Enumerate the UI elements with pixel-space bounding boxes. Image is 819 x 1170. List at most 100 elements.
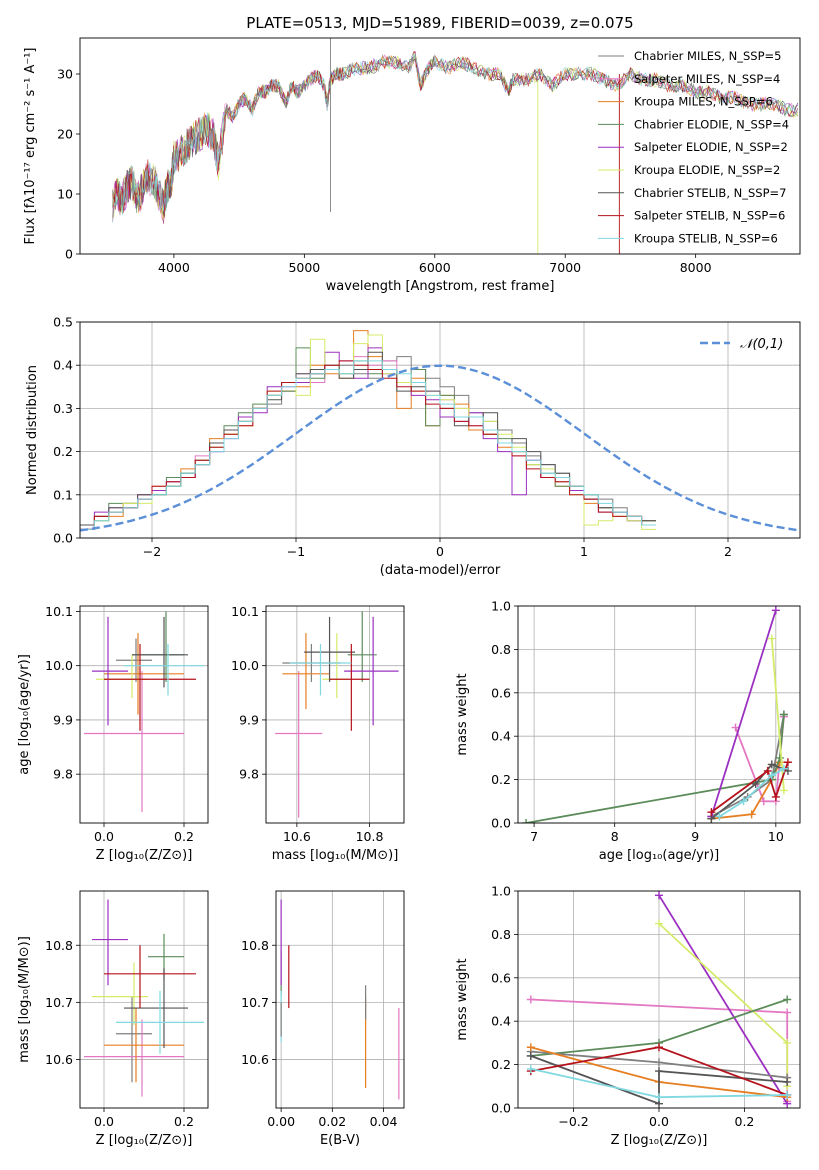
x-axis-label: mass [log₁₀(M/M⊙)] (272, 848, 399, 863)
gaussian-curve (80, 364, 800, 532)
weight-point-marker (767, 771, 776, 780)
axes-frame (79, 321, 801, 539)
y-tick-label: 10.7 (45, 995, 73, 1010)
weight-series-line (710, 761, 789, 813)
weight-point-marker (655, 919, 663, 928)
axes-frame (517, 890, 801, 1109)
plot-area (112, 38, 799, 254)
weight-series-line (710, 610, 777, 817)
plot-area (84, 611, 204, 813)
legend-entry: Salpeter MILES, N_SSP=4 (634, 72, 780, 86)
weight-point-marker (763, 766, 772, 775)
x-tick-label: 7000 (549, 260, 581, 275)
x-axis-label: E(B-V) (320, 1133, 360, 1148)
y-tick-label: 0.6 (491, 970, 511, 985)
weight-point-marker (779, 764, 788, 773)
y-tick-label: 10.6 (241, 1052, 269, 1067)
y-tick-label: 0.4 (491, 729, 511, 744)
x-axis-label: Z [log₁₀(Z/Z⊙)] (96, 848, 193, 863)
weight-point-marker (655, 1043, 663, 1052)
plot-area (80, 330, 800, 538)
y-tick-label: 0.1 (53, 487, 73, 502)
y-tick-label: 0.2 (491, 772, 511, 787)
y-axis-label: age [log₁₀(age/yr)] (17, 654, 32, 775)
plot-area (522, 606, 792, 823)
weight-series-line (658, 922, 789, 1087)
panel-mass-vs-Z: 0.0 0.2 10.6 10.7 10.8 Z [log₁₀(Z/Z⊙)] mass [l… (17, 890, 209, 1148)
x-tick-label: 8 (611, 829, 619, 844)
weight-point-marker (526, 995, 535, 1004)
weight-point-marker (731, 723, 740, 732)
legend-entry: Chabrier ELODIE, N_SSP=4 (634, 117, 789, 131)
y-tick-label: 0.4 (491, 1014, 511, 1029)
weight-point-marker (751, 779, 760, 788)
x-tick-label: 2 (724, 544, 732, 559)
weight-point-marker (783, 1090, 792, 1099)
x-tick-label: 10 (768, 829, 784, 844)
weight-point-marker (759, 797, 768, 806)
y-tick-label: 10.6 (45, 1052, 73, 1067)
x-tick-label: 5000 (288, 260, 320, 275)
legend-entry: Kroupa STELIB, N_SSP=6 (634, 231, 778, 245)
x-tick-label: 0.0 (94, 1114, 114, 1129)
y-tick-label: 0.0 (53, 531, 73, 546)
x-axis-label: (data-model)/error (380, 563, 501, 578)
y-axis-label: mass weight (455, 958, 470, 1040)
weight-series-line (770, 638, 785, 791)
weight-point-marker (707, 808, 716, 817)
x-axis-label: Z [log₁₀(Z/Z⊙)] (96, 1133, 193, 1148)
legend-entry: Salpeter STELIB, N_SSP=6 (634, 209, 785, 223)
weight-point-marker (767, 760, 776, 769)
x-tick-label: 0.00 (267, 1114, 295, 1129)
x-tick-label: 4000 (158, 260, 190, 275)
histogram-series (80, 360, 656, 538)
legend-entry: Chabrier MILES, N_SSP=5 (634, 49, 781, 63)
y-tick-label: 9.8 (239, 767, 259, 782)
axes-frame (275, 890, 405, 1109)
plot-area (84, 899, 204, 1097)
axes-frame (79, 890, 209, 1109)
x-tick-label: −1 (287, 544, 305, 559)
weight-point-marker (655, 891, 663, 900)
x-tick-label: −0.2 (558, 1114, 588, 1129)
y-tick-label: 0.6 (491, 685, 511, 700)
plot-area (526, 891, 792, 1108)
y-tick-label: 0.4 (53, 358, 73, 373)
y-tick-label: 0.2 (491, 1057, 511, 1072)
y-axis-label: mass [log₁₀(M/M⊙)] (17, 936, 32, 1063)
legend-entry: Chabrier STELIB, N_SSP=7 (634, 186, 786, 200)
weight-point-marker (747, 810, 756, 819)
weight-point-marker (739, 797, 748, 806)
legend-entry: Salpeter ELODIE, N_SSP=2 (634, 140, 788, 154)
weight-series-line (525, 714, 785, 823)
axes-frame (79, 37, 801, 255)
y-tick-label: 0.0 (491, 1101, 511, 1116)
weight-point-marker (771, 792, 780, 801)
y-axis-label: Normed distribution (25, 365, 40, 495)
y-tick-label: 0.5 (53, 315, 73, 330)
y-tick-label: 9.9 (53, 712, 73, 727)
weight-point-marker (783, 758, 792, 767)
legend-entry: Kroupa MILES, N_SSP=6 (634, 95, 773, 109)
x-tick-label: −2 (143, 544, 161, 559)
weight-point-marker (526, 1064, 535, 1073)
weight-point-marker (655, 1093, 663, 1102)
weight-point-marker (655, 1067, 663, 1076)
y-tick-label: 0.8 (491, 642, 511, 657)
x-tick-label: 0 (436, 544, 444, 559)
x-tick-label: 6000 (419, 260, 451, 275)
panel-spectrum: 4000 5000 6000 7000 8000 0 10 20 30 wavelength [A… (23, 14, 801, 294)
x-tick-label: 1 (580, 544, 588, 559)
weight-series-line (658, 894, 788, 1105)
y-tick-label: 30 (57, 67, 73, 82)
x-tick-label: 0.2 (735, 1114, 755, 1129)
x-tick-label: 9 (691, 829, 699, 844)
spectrum-line (112, 53, 799, 223)
y-tick-label: 0.2 (53, 444, 73, 459)
y-tick-label: 10.1 (231, 604, 259, 619)
y-tick-label: 0.0 (491, 816, 511, 831)
weight-point-marker (779, 786, 788, 795)
y-tick-label: 10.1 (45, 604, 73, 619)
weight-point-marker (715, 812, 724, 821)
